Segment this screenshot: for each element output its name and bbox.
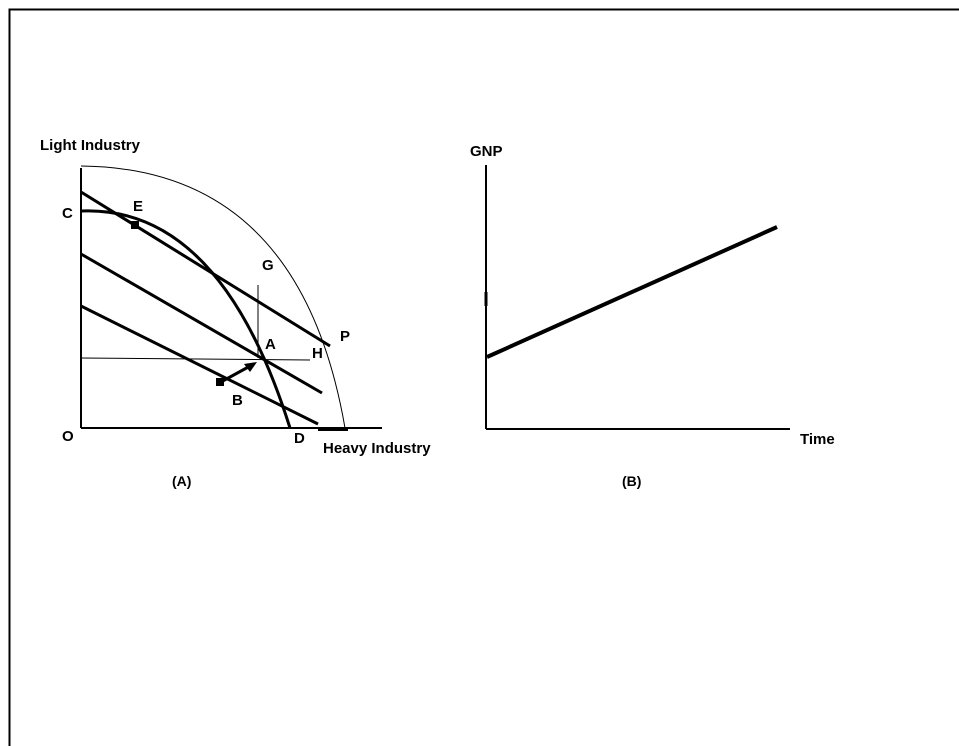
point-b-label: B (232, 392, 243, 409)
panel-a: Light Industry Heavy Industry O C E G P … (40, 137, 431, 489)
point-g-label: G (262, 257, 274, 274)
movement-arrow (220, 363, 253, 384)
budget-line-bottom (80, 304, 319, 426)
budget-line-top (80, 190, 331, 348)
gnp-growth-line (486, 225, 778, 359)
panel-a-caption: (A) (172, 473, 191, 489)
panel-b: GNP Time (B) (470, 143, 835, 489)
point-b-marker (216, 378, 224, 386)
origin-label: O (62, 428, 74, 445)
panel-a-x-axis-label: Heavy Industry (323, 440, 431, 457)
figure-frame (8, 8, 959, 746)
horizontal-guide-line (80, 357, 311, 361)
outer-frontier-curve (80, 165, 346, 429)
point-a-label: A (265, 336, 276, 353)
point-c-label: C (62, 205, 73, 222)
point-h-label: H (312, 345, 323, 362)
panel-a-y-axis-label: Light Industry (40, 137, 141, 154)
point-e-marker (131, 221, 139, 229)
panel-b-caption: (B) (622, 473, 641, 489)
point-d-label: D (294, 430, 305, 447)
point-e-label: E (133, 198, 143, 215)
budget-line-middle (80, 252, 323, 395)
panel-b-x-axis-label: Time (800, 431, 835, 448)
point-p-label: P (340, 328, 350, 345)
arrow-head (244, 362, 257, 372)
panel-b-y-axis-label: GNP (470, 143, 503, 160)
